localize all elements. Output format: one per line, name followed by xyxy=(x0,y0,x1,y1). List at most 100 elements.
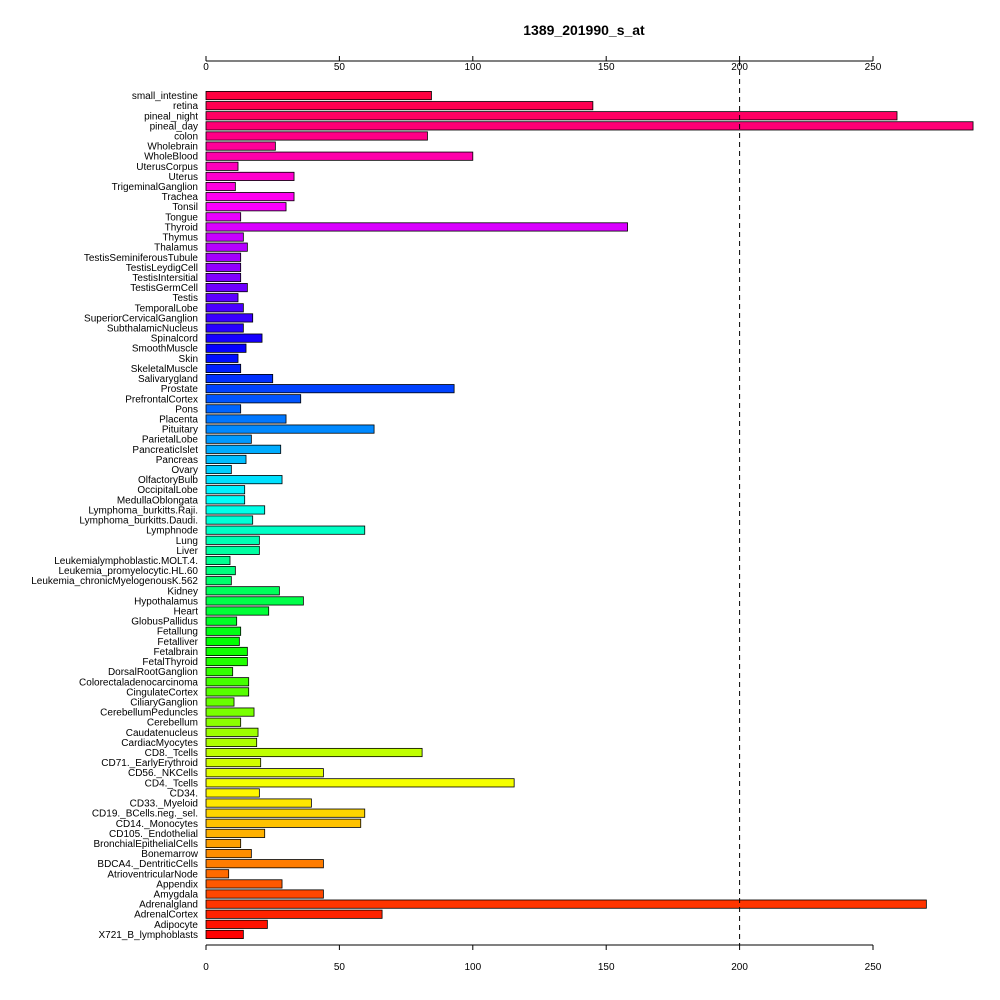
category-label: Trachea xyxy=(162,192,199,203)
category-label: Thyroid xyxy=(165,222,198,233)
bar xyxy=(205,555,231,566)
bar xyxy=(205,778,515,788)
bar xyxy=(205,687,250,697)
category-label: CerebellumPeduncles xyxy=(100,708,198,719)
category-label: Prostate xyxy=(161,384,199,395)
category-label: UterusCorpus xyxy=(136,162,198,173)
category-label: small_intestine xyxy=(132,91,199,102)
category-label: Hypothalamus xyxy=(134,596,198,607)
bar xyxy=(205,202,287,212)
bar xyxy=(205,788,260,798)
category-label: CD4._Tcells xyxy=(145,778,198,789)
bar xyxy=(205,232,244,242)
category-label: BronchialEpithelialCells xyxy=(94,839,199,850)
bottom-tick-label: 50 xyxy=(334,962,346,973)
category-label: colon xyxy=(174,131,198,142)
bar xyxy=(205,111,898,121)
category-label: TestisGermCell xyxy=(130,283,198,294)
bar xyxy=(205,626,242,636)
category-label: pineal_night xyxy=(144,111,198,122)
bar xyxy=(205,707,255,717)
category-label: SmoothMuscle xyxy=(132,344,199,355)
category-labels: small_intestineretinapineal_nightpineal_… xyxy=(31,91,199,941)
category-label: CD105._Endothelial xyxy=(109,829,198,840)
category-label: Bonemarrow xyxy=(141,849,198,860)
category-label: Amygdala xyxy=(154,890,199,901)
bar xyxy=(205,283,248,293)
bar xyxy=(205,242,248,252)
category-label: Salivarygland xyxy=(138,374,198,385)
bottom-x-axis: 0 50 100 150 200 250 xyxy=(203,944,882,973)
category-label: CD19._BCells.neg._sel. xyxy=(92,809,198,820)
category-label: Tongue xyxy=(165,212,198,223)
bar xyxy=(205,262,242,272)
bar xyxy=(205,485,246,495)
category-label: Caudatenucleus xyxy=(126,728,198,739)
category-label: Ovary xyxy=(171,465,198,476)
bar xyxy=(205,737,258,747)
bar xyxy=(205,495,246,505)
bottom-tick-label: 200 xyxy=(731,962,748,973)
bar xyxy=(205,293,239,303)
top-tick-label: 100 xyxy=(464,62,481,73)
bar xyxy=(205,404,242,414)
bar xyxy=(205,161,239,171)
category-label: Thalamus xyxy=(154,243,198,254)
bar xyxy=(205,929,244,939)
category-label: TestisLeydigCell xyxy=(126,263,198,274)
category-label: CD56._NKCells xyxy=(128,768,198,779)
category-label: Skin xyxy=(179,354,198,365)
category-label: CD14._Monocytes xyxy=(116,819,198,830)
category-label: Heart xyxy=(174,607,199,618)
category-label: PrefrontalCortex xyxy=(125,394,198,405)
bar xyxy=(205,899,927,909)
category-label: CD71._EarlyErythroid xyxy=(101,758,198,769)
category-label: CD34. xyxy=(170,788,198,799)
category-label: TestisIntersitial xyxy=(132,273,198,284)
bar xyxy=(205,333,263,343)
bar xyxy=(205,394,302,404)
bottom-tick-label: 100 xyxy=(464,962,481,973)
category-label: Pancreas xyxy=(156,455,198,466)
bar xyxy=(205,343,247,353)
category-label: X721_B_lymphoblasts xyxy=(98,930,198,941)
bar xyxy=(205,889,324,899)
bar xyxy=(205,545,260,555)
category-label: CingulateCortex xyxy=(126,687,198,698)
bar xyxy=(205,909,383,919)
category-label: CiliaryGanglion xyxy=(130,697,198,708)
category-label: Lymphoma_burkitts.Raji. xyxy=(88,505,198,516)
category-label: TemporalLobe xyxy=(135,303,199,314)
category-label: OlfactoryBulb xyxy=(138,475,198,486)
bar xyxy=(205,515,254,525)
category-label: Placenta xyxy=(159,414,198,425)
category-label: Leukemia_promyelocytic.HL.60 xyxy=(58,566,198,577)
bar xyxy=(205,434,252,444)
bar xyxy=(205,151,474,161)
category-label: Colorectaladenocarcinoma xyxy=(79,677,198,688)
category-label: TestisSeminiferousTubule xyxy=(84,253,199,264)
bar xyxy=(205,444,282,454)
category-label: Lymphoma_burkitts.Daudi. xyxy=(79,516,198,527)
category-label: GlobusPallidus xyxy=(131,617,198,628)
category-label: Pituitary xyxy=(162,425,198,436)
bar xyxy=(205,657,248,667)
bar xyxy=(205,384,455,394)
bar xyxy=(205,646,248,656)
category-label: Adrenalgland xyxy=(139,900,198,911)
category-label: Lymphnode xyxy=(146,526,198,537)
bar xyxy=(205,505,266,515)
bar xyxy=(205,464,232,475)
bar xyxy=(205,869,230,879)
bottom-tick-label: 0 xyxy=(203,962,209,973)
top-tick-label: 250 xyxy=(865,62,882,73)
bar xyxy=(205,879,283,889)
category-label: Lung xyxy=(176,536,198,547)
bar xyxy=(205,616,238,626)
category-label: Pons xyxy=(175,404,198,415)
bar xyxy=(205,141,276,151)
bar xyxy=(205,363,242,373)
bar xyxy=(205,859,324,869)
category-label: AtrioventricularNode xyxy=(107,869,198,880)
category-label: FetalThyroid xyxy=(142,657,198,668)
